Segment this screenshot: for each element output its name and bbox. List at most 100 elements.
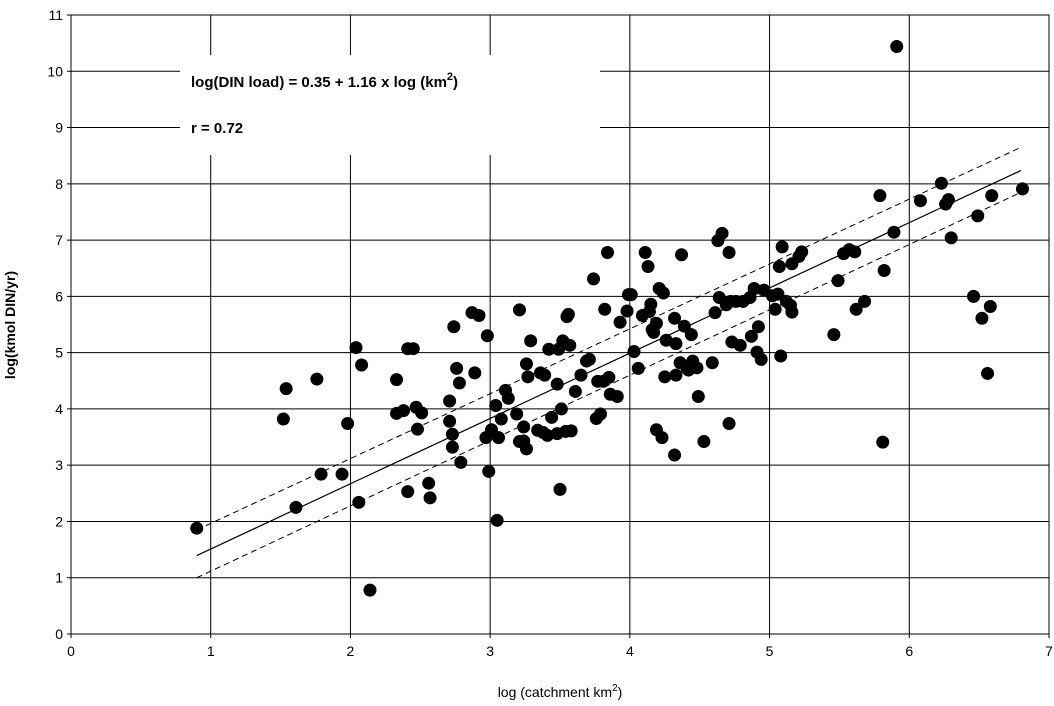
data-point bbox=[658, 370, 672, 384]
data-point bbox=[310, 372, 324, 386]
data-point bbox=[849, 302, 863, 316]
data-point bbox=[771, 287, 785, 301]
data-point bbox=[554, 402, 568, 416]
x-tick-label: 5 bbox=[766, 643, 774, 659]
data-point bbox=[472, 308, 486, 322]
y-tick-labels: 0 1 2 3 4 5 6 7 8 9 10 11 bbox=[47, 7, 63, 642]
data-point bbox=[644, 297, 658, 311]
regression-line bbox=[196, 169, 1022, 557]
y-tick-label: 4 bbox=[55, 401, 63, 417]
data-point bbox=[722, 417, 736, 431]
data-point bbox=[675, 248, 689, 262]
data-point bbox=[848, 245, 862, 259]
data-point bbox=[877, 263, 891, 277]
y-axis-title: log(kmol DIN/yr) bbox=[2, 271, 18, 379]
data-point bbox=[1015, 182, 1029, 196]
data-point bbox=[335, 467, 349, 481]
data-point bbox=[641, 260, 655, 274]
data-point bbox=[772, 260, 786, 274]
data-point bbox=[831, 274, 845, 288]
x-tick-label: 1 bbox=[207, 643, 215, 659]
data-point bbox=[890, 40, 904, 54]
x-tick-label: 2 bbox=[347, 643, 355, 659]
data-point bbox=[510, 407, 524, 421]
data-point bbox=[602, 370, 616, 384]
data-point bbox=[422, 476, 436, 490]
data-point bbox=[489, 399, 503, 413]
data-point bbox=[519, 357, 533, 371]
data-point bbox=[563, 338, 577, 352]
data-point bbox=[620, 304, 634, 318]
data-point bbox=[754, 352, 768, 366]
data-point bbox=[985, 189, 999, 203]
data-point bbox=[669, 337, 683, 351]
x-tick-label: 3 bbox=[486, 643, 494, 659]
data-point bbox=[445, 427, 459, 441]
data-point bbox=[934, 176, 948, 190]
data-point bbox=[352, 495, 366, 509]
data-point bbox=[649, 316, 663, 330]
data-point bbox=[691, 390, 705, 404]
confidence-band bbox=[196, 146, 1022, 579]
x-axis-title: log (catchment km2) bbox=[498, 683, 623, 700]
data-point bbox=[601, 245, 615, 259]
data-points bbox=[190, 40, 1029, 597]
data-point bbox=[638, 245, 652, 259]
equation-label: log(DIN load) = 0.35 + 1.16 x log (km2) bbox=[191, 71, 458, 91]
data-point bbox=[314, 467, 328, 481]
y-tick-label: 1 bbox=[55, 570, 63, 586]
data-point bbox=[521, 370, 535, 384]
data-point bbox=[349, 341, 363, 355]
data-point bbox=[744, 329, 758, 343]
y-tick-label: 5 bbox=[55, 345, 63, 361]
data-point bbox=[785, 305, 799, 319]
data-point bbox=[415, 406, 429, 420]
y-tick-label: 0 bbox=[55, 626, 63, 642]
data-point bbox=[631, 361, 645, 375]
data-point bbox=[624, 288, 638, 302]
data-point bbox=[876, 435, 890, 449]
data-point bbox=[587, 272, 601, 286]
x-axis-title-sup: 2 bbox=[612, 683, 618, 694]
data-point bbox=[397, 404, 411, 418]
data-point bbox=[289, 500, 303, 514]
plot-frame bbox=[70, 14, 1050, 635]
data-point bbox=[406, 342, 420, 356]
data-point bbox=[517, 420, 531, 434]
data-point bbox=[454, 455, 468, 469]
data-point bbox=[708, 306, 722, 320]
data-point bbox=[690, 361, 704, 375]
data-point bbox=[519, 442, 533, 456]
y-tick-label: 10 bbox=[47, 63, 63, 79]
y-tick-label: 11 bbox=[48, 7, 63, 23]
data-point bbox=[447, 320, 461, 334]
data-point bbox=[722, 245, 736, 259]
x-tick-labels: 0 1 2 3 4 5 6 7 bbox=[67, 643, 1053, 659]
data-point bbox=[715, 226, 729, 240]
data-point bbox=[540, 428, 554, 442]
data-point bbox=[561, 307, 575, 321]
data-point bbox=[941, 193, 955, 207]
data-point bbox=[659, 333, 673, 347]
y-tick-label: 8 bbox=[55, 176, 63, 192]
r-value-label: r = 0.72 bbox=[191, 120, 243, 137]
data-point bbox=[747, 281, 761, 295]
data-point bbox=[582, 352, 596, 366]
data-point bbox=[445, 440, 459, 454]
data-point bbox=[494, 412, 508, 426]
x-tick-label: 6 bbox=[905, 643, 913, 659]
data-point bbox=[545, 410, 559, 424]
data-point bbox=[492, 431, 506, 445]
data-point bbox=[553, 482, 567, 496]
data-point bbox=[452, 376, 466, 390]
data-point bbox=[971, 209, 985, 223]
data-point bbox=[873, 189, 887, 203]
data-point bbox=[751, 320, 765, 334]
x-tick-label: 0 bbox=[67, 643, 75, 659]
data-point bbox=[480, 329, 494, 343]
data-point bbox=[443, 414, 457, 428]
data-point bbox=[501, 391, 515, 405]
data-point bbox=[390, 373, 404, 387]
data-point bbox=[669, 368, 683, 382]
